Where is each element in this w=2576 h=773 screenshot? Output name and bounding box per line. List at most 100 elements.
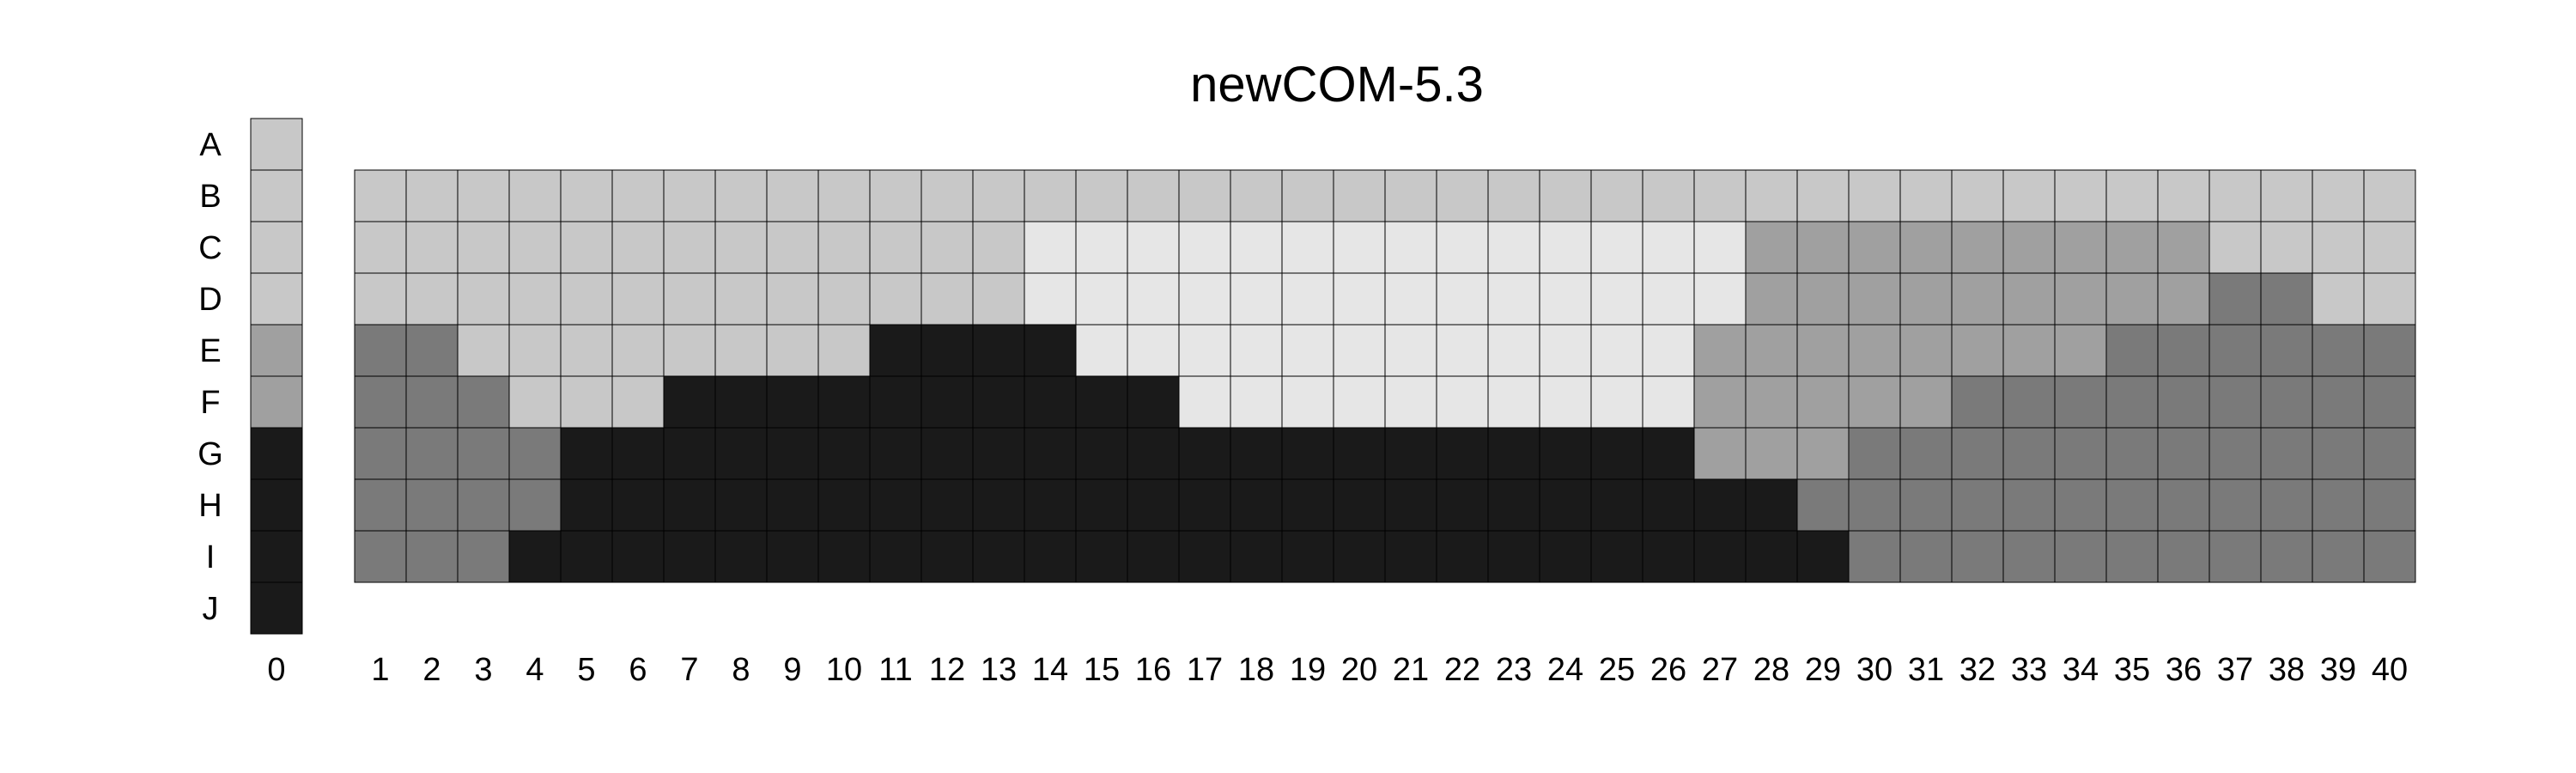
heatmap-cell	[1024, 427, 1077, 480]
heatmap-cell	[1693, 427, 1747, 480]
heatmap-cell	[2105, 478, 2159, 532]
column-label: 17	[1187, 652, 1223, 688]
heatmap-cell	[2054, 530, 2107, 583]
heatmap-cell	[1127, 221, 1180, 274]
heatmap-cell	[2157, 530, 2210, 583]
heatmap-cell	[714, 272, 768, 326]
heatmap-cell	[1178, 221, 1231, 274]
heatmap-cell	[714, 324, 768, 377]
heatmap-cell	[1693, 478, 1747, 532]
heatmap-cell	[1899, 530, 1953, 583]
heatmap-cell	[1333, 427, 1386, 480]
heatmap-cell	[869, 478, 922, 532]
heatmap-cell	[1951, 169, 2004, 222]
reference-cell	[250, 169, 303, 222]
heatmap-cell	[1436, 427, 1489, 480]
column-label: 21	[1393, 652, 1429, 688]
heatmap-cell	[611, 427, 665, 480]
heatmap-cell	[920, 478, 974, 532]
heatmap-cell	[1951, 221, 2004, 274]
reference-cell	[250, 272, 303, 326]
heatmap-cell	[1487, 530, 1540, 583]
heatmap-cell	[1590, 530, 1643, 583]
reference-cell	[250, 530, 303, 583]
heatmap-cell	[1281, 221, 1334, 274]
heatmap-cell	[1693, 169, 1747, 222]
heatmap-cell	[1436, 478, 1489, 532]
heatmap-cell	[1745, 478, 1798, 532]
heatmap-cell	[1178, 375, 1231, 429]
heatmap-cell	[1899, 324, 1953, 377]
heatmap-cell	[972, 427, 1025, 480]
heatmap-cell	[766, 427, 819, 480]
heatmap-cell	[2002, 272, 2056, 326]
heatmap-cell	[2157, 324, 2210, 377]
heatmap-cell	[1642, 221, 1695, 274]
heatmap-cell	[1590, 169, 1643, 222]
heatmap-cell	[560, 478, 613, 532]
heatmap-cell	[1230, 530, 1283, 583]
heatmap-cell	[2054, 427, 2107, 480]
heatmap-cell	[405, 530, 459, 583]
heatmap-cell	[1178, 427, 1231, 480]
heatmap-cell	[869, 169, 922, 222]
heatmap-cell	[1230, 427, 1283, 480]
heatmap-cell	[1281, 478, 1334, 532]
heatmap-cell	[1281, 169, 1334, 222]
column-label: 37	[2217, 652, 2253, 688]
heatmap-cell	[1436, 272, 1489, 326]
heatmap-cell	[1693, 530, 1747, 583]
heatmap-cell	[1539, 221, 1592, 274]
heatmap-cell	[2105, 324, 2159, 377]
heatmap-cell	[1745, 530, 1798, 583]
heatmap-cell	[663, 169, 716, 222]
heatmap-cell	[2002, 324, 2056, 377]
heatmap-cell	[1693, 272, 1747, 326]
heatmap-cell	[1436, 375, 1489, 429]
column-label: 13	[981, 652, 1017, 688]
row-label: D	[198, 282, 222, 318]
heatmap-cell	[1384, 169, 1437, 222]
heatmap-cell	[354, 324, 407, 377]
heatmap-cell	[1745, 169, 1798, 222]
heatmap-cell	[2105, 169, 2159, 222]
heatmap-cell	[1899, 427, 1953, 480]
heatmap-cell	[2157, 221, 2210, 274]
heatmap-cell	[2363, 478, 2416, 532]
heatmap-cell	[920, 427, 974, 480]
column-label: 23	[1496, 652, 1532, 688]
heatmap-cell	[2002, 375, 2056, 429]
heatmap-cell	[611, 169, 665, 222]
heatmap-cell	[1075, 375, 1128, 429]
heatmap-cell	[1796, 169, 1850, 222]
heatmap-cell	[2260, 169, 2313, 222]
column-label: 24	[1547, 652, 1583, 688]
reference-cell	[250, 478, 303, 532]
heatmap-cell	[1590, 272, 1643, 326]
heatmap-cell	[2105, 221, 2159, 274]
heatmap-cell	[817, 427, 871, 480]
heatmap-cell	[1539, 530, 1592, 583]
heatmap-cell	[1848, 530, 1901, 583]
heatmap-cell	[2157, 375, 2210, 429]
chart-title: newCOM-5.3	[1190, 57, 1484, 113]
column-label: 34	[2063, 652, 2099, 688]
heatmap-cell	[714, 530, 768, 583]
heatmap-cell	[508, 530, 562, 583]
heatmap-cell	[405, 478, 459, 532]
heatmap-cell	[1745, 375, 1798, 429]
heatmap-cell	[1024, 169, 1077, 222]
heatmap-cell	[560, 427, 613, 480]
heatmap-cell	[972, 169, 1025, 222]
column-label: 35	[2114, 652, 2150, 688]
heatmap-cell	[2363, 169, 2416, 222]
heatmap-cell	[1024, 478, 1077, 532]
heatmap-grid	[354, 169, 2416, 583]
heatmap-cell	[2054, 169, 2107, 222]
heatmap-cell	[1796, 324, 1850, 377]
heatmap-cell	[1384, 272, 1437, 326]
heatmap-cell	[972, 221, 1025, 274]
heatmap-cell	[1590, 427, 1643, 480]
heatmap-cell	[817, 221, 871, 274]
